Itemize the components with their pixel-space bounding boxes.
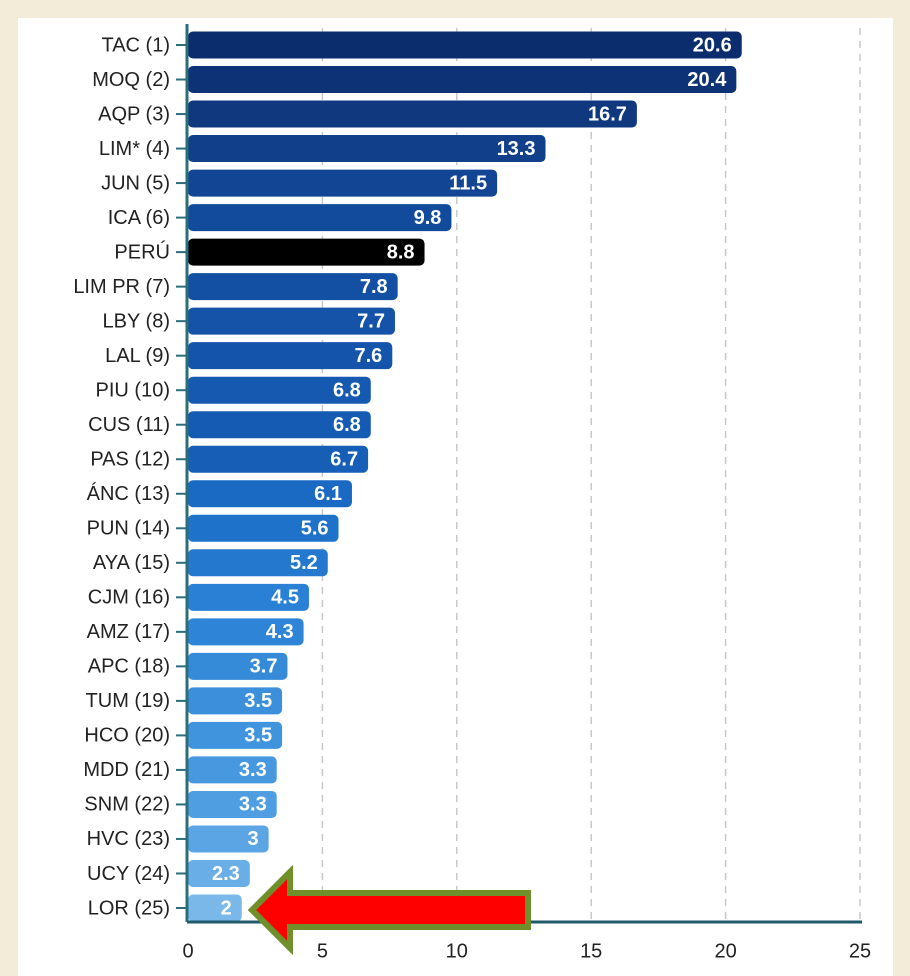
- value-label: 6.8: [333, 414, 361, 436]
- bar: [188, 480, 352, 508]
- x-tick-label: 25: [849, 940, 871, 962]
- bar: [188, 721, 283, 749]
- bar: [188, 135, 546, 163]
- value-label: 4.3: [266, 621, 294, 643]
- y-tick-label: APC (18): [88, 656, 170, 678]
- x-tick-label: 5: [317, 940, 328, 962]
- y-tick-label: PUN (14): [87, 518, 170, 540]
- value-label: 5.2: [290, 552, 318, 574]
- bar: [188, 342, 393, 370]
- value-label: 2: [221, 897, 232, 919]
- y-tick-label: JUN (5): [101, 172, 170, 194]
- bar: [188, 549, 328, 577]
- value-label: 6.8: [333, 379, 361, 401]
- bar: [188, 445, 369, 473]
- bar: [188, 652, 288, 680]
- value-label: 5.6: [301, 518, 329, 540]
- y-tick-label: TUM (19): [86, 690, 170, 712]
- value-label: 7.7: [357, 310, 385, 332]
- y-tick-label: AMZ (17): [87, 621, 170, 643]
- bar: [188, 100, 637, 128]
- y-tick-label: LAL (9): [105, 345, 170, 367]
- value-label: 13.3: [497, 138, 536, 160]
- y-tick-label: AQP (3): [98, 103, 170, 125]
- y-tick-label: ÁNC (13): [87, 482, 170, 505]
- y-tick-label: PAS (12): [90, 449, 170, 471]
- y-tick-label: LBY (8): [103, 310, 170, 332]
- y-tick-label: PERÚ: [114, 240, 170, 263]
- y-tick-label: ICA (6): [108, 207, 170, 229]
- bar: [188, 790, 277, 818]
- x-tick-label: 10: [446, 940, 468, 962]
- y-tick-label: AYA (15): [93, 552, 170, 574]
- value-label: 7.8: [360, 276, 388, 298]
- value-label: 2.3: [212, 863, 240, 885]
- bar: [188, 618, 304, 646]
- bar: [188, 307, 395, 335]
- bar: [188, 66, 737, 94]
- bar: [188, 31, 742, 59]
- bar: [188, 687, 283, 715]
- bar: [188, 238, 425, 266]
- y-tick-label: UCY (24): [87, 863, 170, 885]
- arrow-annotation: [247, 864, 531, 956]
- value-label: 8.8: [387, 241, 415, 263]
- value-label: 11.5: [449, 172, 487, 194]
- y-tick-label: PIU (10): [96, 379, 170, 401]
- value-label: 4.5: [271, 587, 299, 609]
- y-tick-label: MDD (21): [83, 759, 170, 781]
- value-label: 3.3: [239, 759, 267, 781]
- y-tick-label: CUS (11): [88, 414, 170, 436]
- value-label: 16.7: [588, 103, 627, 125]
- y-tick-label: MOQ (2): [92, 69, 170, 91]
- bar: [188, 204, 452, 232]
- bar: [188, 411, 371, 439]
- y-tick-label: HCO (20): [84, 725, 170, 747]
- bar: [188, 825, 269, 853]
- x-tick-label: 15: [580, 940, 602, 962]
- y-tick-label: HVC (23): [87, 828, 170, 850]
- bar: [188, 376, 371, 404]
- bar: [188, 859, 250, 887]
- y-tick-label: CJM (16): [88, 587, 170, 609]
- y-tick-label: LIM PR (7): [73, 276, 170, 298]
- value-label: 20.4: [687, 69, 727, 91]
- value-label: 3.7: [250, 656, 278, 678]
- y-tick-label: LOR (25): [88, 897, 170, 919]
- value-label: 3.5: [244, 725, 272, 747]
- y-tick-label: LIM* (4): [99, 138, 170, 160]
- value-label: 7.6: [354, 345, 382, 367]
- x-tick-label: 20: [714, 940, 736, 962]
- bar: [188, 169, 498, 197]
- value-label: 20.6: [693, 34, 732, 56]
- x-tick-label: 0: [182, 940, 193, 962]
- y-tick-label: SNM (22): [84, 794, 170, 816]
- bar: [188, 894, 242, 922]
- value-label: 3.5: [244, 690, 272, 712]
- bar: [188, 273, 398, 301]
- y-tick-label: TAC (1): [101, 34, 170, 56]
- bar: [188, 583, 309, 611]
- value-label: 3: [248, 828, 259, 850]
- bar: [188, 514, 339, 542]
- value-label: 3.3: [239, 794, 267, 816]
- value-label: 6.1: [314, 483, 342, 505]
- value-label: 9.8: [414, 207, 442, 229]
- value-label: 6.7: [330, 449, 358, 471]
- bar: [188, 756, 277, 784]
